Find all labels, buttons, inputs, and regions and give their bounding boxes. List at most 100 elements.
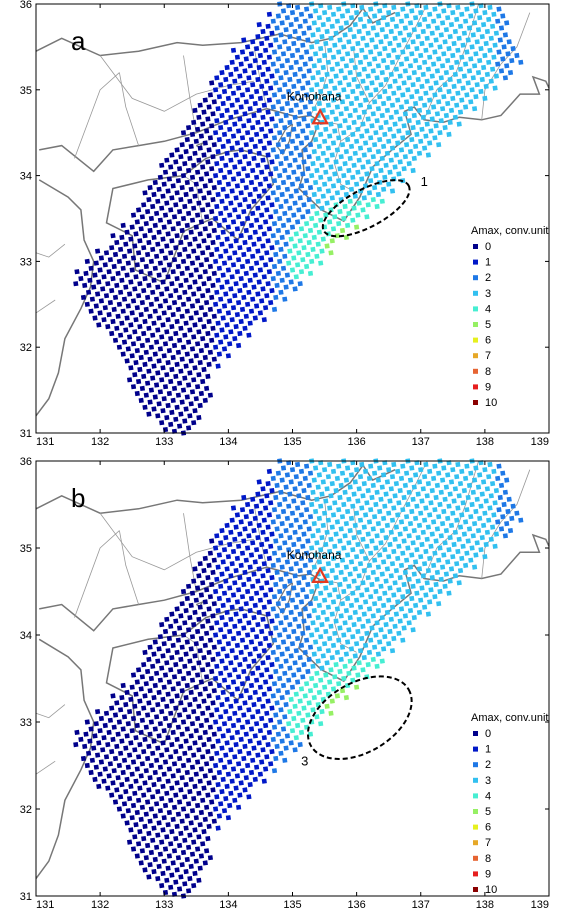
legend-swatch xyxy=(473,259,478,265)
amax-cell xyxy=(101,778,107,784)
amax-cell xyxy=(346,540,352,546)
amax-cell xyxy=(357,517,364,523)
amax-cell xyxy=(221,677,228,683)
amax-cell xyxy=(295,176,301,182)
amax-cell xyxy=(179,775,185,781)
amax-cell xyxy=(169,698,175,704)
amax-cell xyxy=(320,479,326,485)
y-tick-label: 33 xyxy=(20,717,32,729)
amax-cell xyxy=(215,695,221,701)
amax-cell xyxy=(130,759,137,765)
amax-cell xyxy=(73,742,79,748)
amax-cell xyxy=(156,401,162,407)
prefecture-border xyxy=(35,299,56,314)
amax-cell xyxy=(251,571,257,577)
amax-cell xyxy=(159,248,165,254)
amax-cell xyxy=(330,468,337,474)
amax-cell xyxy=(333,618,339,624)
amax-cell xyxy=(162,255,169,261)
amax-cell xyxy=(197,231,203,237)
amax-cell xyxy=(355,585,361,591)
amax-cell xyxy=(83,731,89,737)
amax-cell xyxy=(361,109,367,115)
amax-cell xyxy=(445,515,451,521)
amax-cell xyxy=(182,161,188,167)
amax-cell xyxy=(247,277,253,283)
amax-cell xyxy=(192,408,198,414)
amax-cell xyxy=(404,557,410,563)
x-tick-label: 134 xyxy=(219,899,237,911)
amax-cell xyxy=(278,32,284,38)
amax-cell xyxy=(329,568,335,574)
amax-cell xyxy=(114,282,120,288)
amax-cell xyxy=(179,270,185,276)
amax-cell xyxy=(159,796,165,802)
amax-cell xyxy=(261,317,267,323)
amax-cell xyxy=(355,126,361,132)
amax-cell xyxy=(150,837,156,843)
amax-cell xyxy=(298,140,305,146)
amax-cell xyxy=(151,320,157,326)
amax-cell xyxy=(415,578,421,584)
amax-cell xyxy=(134,390,140,397)
amax-cell xyxy=(400,507,406,513)
amax-cell xyxy=(255,248,261,254)
amax-cell xyxy=(456,580,462,586)
amax-cell xyxy=(271,724,278,730)
amax-cell xyxy=(162,341,169,347)
amax-cell xyxy=(161,396,167,402)
amax-cell xyxy=(207,550,213,556)
amax-cell xyxy=(186,339,192,345)
amax-cell xyxy=(347,615,353,621)
amax-cell xyxy=(250,210,256,216)
amax-cell xyxy=(234,729,240,735)
amax-cell xyxy=(213,301,219,307)
amax-cell xyxy=(206,361,212,367)
amax-cell xyxy=(361,611,367,617)
amax-cell xyxy=(373,588,379,595)
amax-cell xyxy=(293,274,299,280)
amax-cell xyxy=(230,219,237,225)
amax-cell xyxy=(434,111,440,117)
amax-cell xyxy=(283,615,289,621)
amax-cell xyxy=(407,63,414,69)
amax-cell xyxy=(168,710,174,716)
amax-cell xyxy=(219,528,225,534)
amax-cell xyxy=(219,571,225,577)
amax-cell xyxy=(101,735,107,741)
amax-cell xyxy=(382,88,388,95)
amax-cell xyxy=(328,164,334,170)
amax-cell xyxy=(464,92,470,98)
amax-cell xyxy=(265,611,271,617)
amax-cell xyxy=(239,507,246,513)
amax-cell xyxy=(89,296,95,302)
amax-cell xyxy=(164,834,170,840)
amax-cell xyxy=(160,696,166,702)
amax-cell xyxy=(193,858,199,864)
amax-cell xyxy=(189,174,196,180)
amax-cell xyxy=(265,152,271,158)
amax-cell xyxy=(271,594,278,600)
amax-cell xyxy=(155,658,161,664)
amax-cell xyxy=(232,250,238,256)
amax-cell xyxy=(451,40,457,47)
amax-cell xyxy=(206,147,212,153)
amax-cell xyxy=(230,766,237,772)
amax-cell xyxy=(306,526,312,532)
amax-cell xyxy=(387,169,393,175)
amax-cell xyxy=(178,197,184,203)
amax-cell xyxy=(342,620,348,626)
amax-cell xyxy=(479,76,485,83)
amax-cell xyxy=(273,166,279,172)
amax-cell xyxy=(205,792,211,798)
amax-cell xyxy=(177,209,183,215)
amax-cell xyxy=(368,6,374,12)
amax-cell xyxy=(238,233,244,239)
amax-cell xyxy=(173,705,179,711)
amax-cell xyxy=(266,599,272,605)
amax-cell xyxy=(319,205,325,211)
amax-cell xyxy=(375,564,381,570)
amax-cell xyxy=(188,646,194,652)
amax-cell xyxy=(339,142,346,148)
amax-cell xyxy=(130,212,137,218)
